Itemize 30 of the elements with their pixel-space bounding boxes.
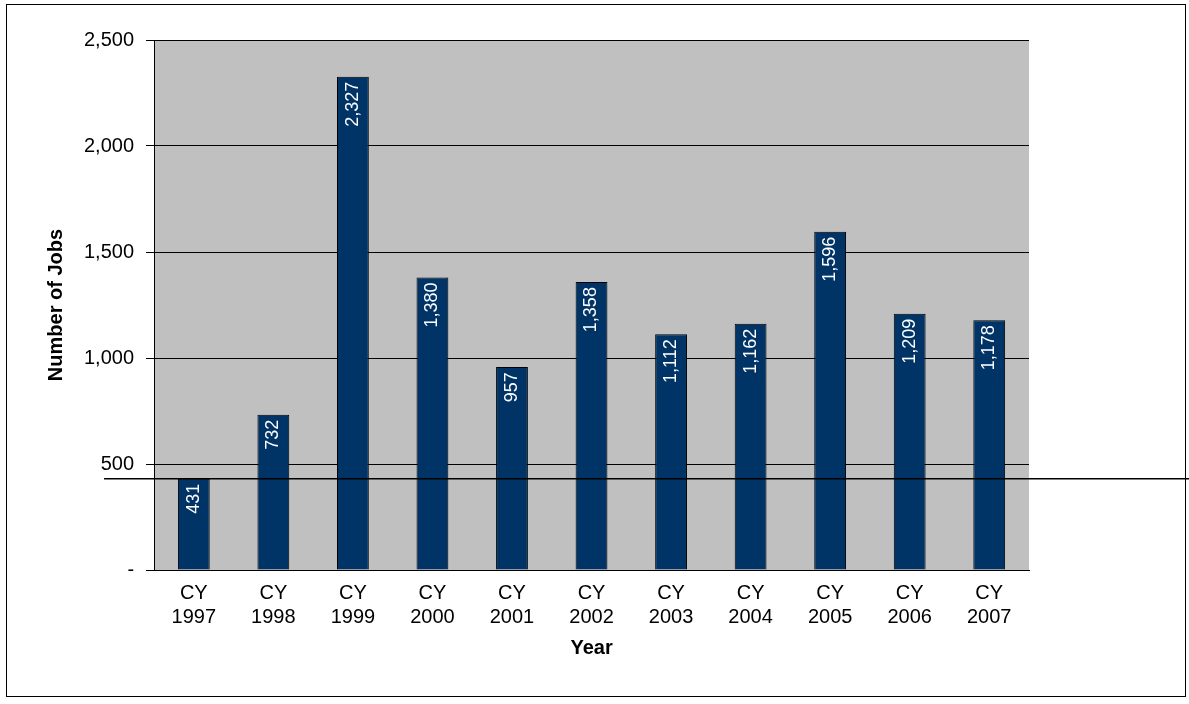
data-label: 732: [262, 419, 283, 450]
data-label: 1,112: [660, 339, 681, 383]
x-tick-label: CY 1999: [330, 580, 376, 627]
data-label: 1,178: [978, 325, 999, 371]
data-label: 1,209: [898, 318, 919, 364]
y-tick-label: 500: [100, 451, 135, 474]
x-tick-label: CY 1997: [171, 580, 217, 627]
y-axis-title: Number of Jobs: [43, 228, 66, 382]
x-tick-label: CY 2003: [648, 580, 694, 627]
x-tick-label: CY 2000: [410, 580, 455, 627]
x-axis-title: Year: [570, 635, 613, 658]
data-label: 431: [182, 483, 203, 514]
x-tick-label: CY 2005: [807, 580, 853, 627]
y-tick-label: 2,000: [83, 133, 135, 156]
x-tick-label: CY 2007: [966, 580, 1012, 627]
data-label: 1,162: [739, 328, 760, 374]
data-label: 1,596: [819, 236, 840, 282]
y-tick-label: -: [127, 557, 135, 580]
x-tick-label: CY 1998: [251, 580, 296, 627]
y-tick-label: 1,000: [83, 345, 135, 368]
data-label: 1,380: [421, 282, 442, 328]
x-tick-label: CY 2001: [489, 580, 535, 627]
x-tick-label: CY 2006: [887, 580, 932, 627]
data-label: 957: [500, 372, 521, 403]
y-tick-label: 2,500: [83, 27, 135, 50]
x-tick-label: CY 2002: [569, 580, 614, 627]
y-tick-label: 1,500: [83, 239, 135, 262]
data-label: 1,358: [580, 287, 601, 333]
data-label: 2,327: [341, 81, 362, 127]
x-tick-label: CY 2004: [728, 580, 773, 627]
